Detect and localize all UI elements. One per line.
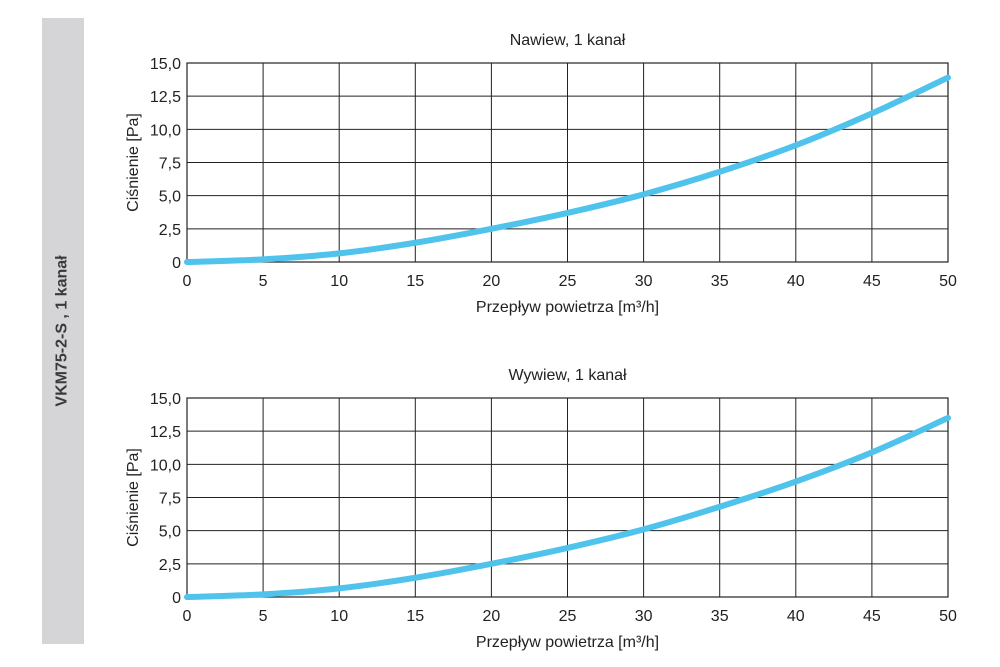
x-tick-label: 20 (483, 273, 501, 290)
side-bar: VKM75-2-S , 1 kanał (42, 18, 84, 644)
y-tick-label: 7,5 (159, 491, 181, 508)
x-axis-label: Przepływ powietrza [m³/h] (476, 634, 659, 651)
x-tick-label: 5 (259, 608, 268, 625)
x-tick-label: 35 (711, 608, 729, 625)
x-tick-label: 50 (939, 273, 957, 290)
x-tick-label: 20 (483, 608, 501, 625)
x-tick-label: 10 (330, 608, 348, 625)
series-line (184, 74, 951, 265)
chart-title: Nawiew, 1 kanał (510, 32, 626, 49)
x-tick-label: 25 (559, 608, 577, 625)
y-tick-label: 0 (172, 590, 181, 607)
y-tick-label: 7,5 (159, 156, 181, 173)
x-tick-label: 0 (183, 273, 192, 290)
x-tick-label: 35 (711, 273, 729, 290)
x-tick-label: 5 (259, 273, 268, 290)
x-tick-label: 50 (939, 608, 957, 625)
y-tick-label: 10,0 (150, 457, 181, 474)
chart-title: Wywiew, 1 kanał (508, 367, 627, 384)
x-tick-label: 45 (863, 273, 881, 290)
x-tick-label: 40 (787, 273, 805, 290)
y-tick-label: 0 (172, 255, 181, 272)
y-tick-label: 15,0 (150, 56, 181, 73)
chart-nawiew: Nawiew, 1 kanał 0 5 10 15 20 25 30 35 40 45 50 0 2,5 5… (125, 32, 957, 316)
x-tick-label: 15 (406, 273, 424, 290)
y-tick-label: 2,5 (159, 222, 181, 239)
series-line (184, 414, 951, 600)
y-tick-label: 12,5 (150, 89, 181, 106)
x-tick-label: 40 (787, 608, 805, 625)
x-tick-label: 30 (635, 273, 653, 290)
x-tick-label: 0 (183, 608, 192, 625)
y-tick-label: 5,0 (159, 524, 181, 541)
y-tick-label: 2,5 (159, 557, 181, 574)
y-axis-label: Ciśnienie [Pa] (125, 113, 142, 212)
x-tick-label: 45 (863, 608, 881, 625)
y-tick-label: 12,5 (150, 424, 181, 441)
plot-frame (186, 397, 949, 598)
plot-frame (186, 62, 949, 263)
x-tick-label: 25 (559, 273, 577, 290)
x-axis-label: Przepływ powietrza [m³/h] (476, 299, 659, 316)
chart-wywiew: Wywiew, 1 kanał 0 5 10 15 20 25 30 35 40 45 50 0 2,5 5… (125, 367, 957, 651)
y-axis-label: Ciśnienie [Pa] (125, 448, 142, 547)
x-tick-label: 10 (330, 273, 348, 290)
y-tick-label: 15,0 (150, 391, 181, 408)
y-tick-label: 10,0 (150, 122, 181, 139)
x-tick-label: 30 (635, 608, 653, 625)
y-tick-label: 5,0 (159, 189, 181, 206)
x-tick-label: 15 (406, 608, 424, 625)
